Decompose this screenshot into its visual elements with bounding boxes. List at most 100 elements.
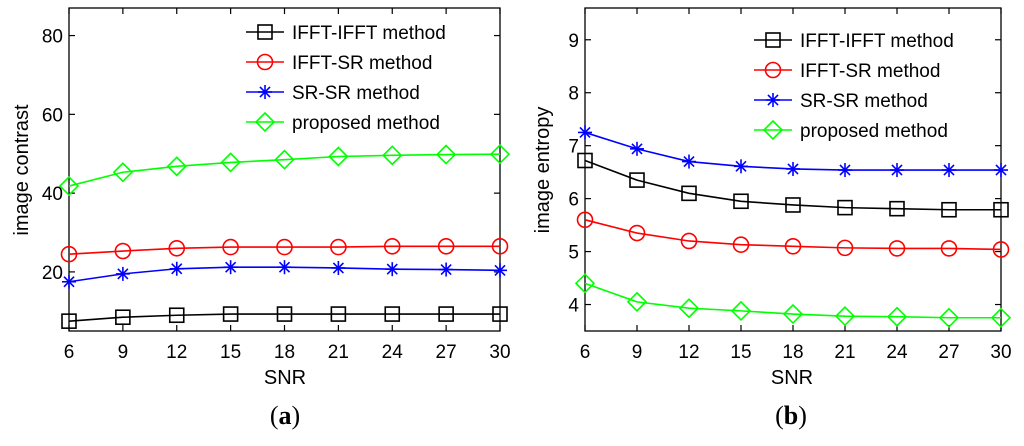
x-tick-label: 9 [118,342,129,363]
y-tick-label: 6 [568,190,579,211]
series-ifft-sr-method-point-6 [888,240,906,257]
panel-caption: (b) [775,401,807,430]
y-axis: 4 5 6 7 8 9 [568,31,1001,317]
legend-marker-point-0 [765,32,781,48]
x-axis-label: SNR [264,367,306,389]
series-proposed-method-point-6 [382,145,403,166]
series-sr-sr-method-point-7 [439,262,454,277]
caption-open: ( [270,401,279,430]
x-axis: 6 9 12 15 18 21 24 27 30 [64,8,511,363]
series-group [574,125,1012,328]
legend-label: IFFT-SR method [800,61,940,82]
legend-item-ifft-ifft-method: IFFT-IFFT method [246,23,446,44]
legend-label: SR-SR method [292,83,420,104]
series-proposed-method-point-1 [112,162,134,183]
x-tick-label: 15 [220,342,241,363]
series-ifft-ifft-method-line [68,313,500,322]
series-sr-sr-method-point-6 [890,163,904,178]
series-proposed-method-point-7 [435,144,457,165]
y-tick-label: 80 [42,27,63,48]
x-axis: 6 9 12 15 18 21 24 27 30 [580,8,1012,363]
y-tick-label: 8 [568,84,579,105]
y-tick-label: 20 [42,263,63,284]
series-proposed-method-point-5 [328,146,349,167]
series-ifft-sr-method-point-0 [60,245,78,263]
y-tick-label: 7 [568,137,579,158]
series-ifft-ifft-method-point-2 [168,307,185,324]
x-tick-label: 24 [886,342,908,363]
series-ifft-ifft-method-point-1 [115,309,131,326]
y-tick-label: 9 [568,31,579,52]
series-ifft-sr-method-point-4 [784,237,802,255]
series-proposed-method-line [584,282,1001,319]
x-tick-label: 9 [632,342,643,363]
series-ifft-sr-method-point-8 [992,241,1010,258]
series-ifft-ifft-method-point-3 [733,193,749,210]
series-sr-sr-method-point-5 [838,163,852,178]
chart-panel-b: 6 9 12 15 18 21 24 27 30 4 5 6 7 8 9 IFFT-IFFT method… [532,7,1012,430]
series-proposed-method-point-2 [166,156,187,177]
x-tick-label: 6 [64,342,75,363]
x-tick-label: 12 [166,342,187,363]
series-ifft-sr-method-point-5 [836,239,854,257]
series-proposed-method-point-7 [938,307,960,328]
x-tick-label: 18 [274,342,295,363]
series-ifft-sr-method-line [68,245,500,255]
y-tick-label: 5 [568,243,579,264]
x-tick-label: 27 [938,342,959,363]
series-sr-sr-method-point-4 [786,161,800,176]
series-proposed-method-point-0 [574,273,596,294]
x-tick-label: 15 [730,342,751,363]
series-ifft-ifft-method-point-0 [61,313,77,329]
caption-letter: b [784,401,798,430]
series-proposed-method-point-1 [626,291,648,313]
series-ifft-ifft-method-point-3 [222,306,239,322]
x-tick-label: 24 [382,342,404,363]
legend-marker-point-2 [258,85,272,99]
legend-label: IFFT-SR method [292,53,432,74]
caption-open: ( [775,401,784,430]
legend-marker-point-2 [766,93,780,107]
series-ifft-sr-method-point-7 [437,238,455,255]
series-ifft-sr-method-point-3 [732,236,750,253]
series-ifft-sr-method-point-5 [330,238,347,256]
series-ifft-sr-method-point-1 [114,242,132,260]
series-sr-sr-method-point-3 [734,159,748,174]
series-ifft-ifft-method-point-8 [492,306,508,322]
series-proposed-method-point-3 [220,152,241,173]
legend-label: IFFT-IFFT method [800,31,954,52]
y-axis-label: image contrast [11,104,33,236]
series-ifft-sr-method-point-2 [168,239,186,257]
series-ifft-sr-method-point-4 [276,238,293,256]
x-tick-label: 21 [328,342,349,363]
x-tick-label: 30 [990,342,1011,363]
series-proposed-method-point-4 [782,303,804,325]
series-sr-sr-method-point-8 [493,263,507,278]
series-ifft-ifft-method-point-7 [438,306,454,322]
series-group [58,144,511,329]
series-sr-sr-method-point-5 [331,260,346,275]
x-tick-label: 18 [782,342,803,363]
series-proposed-method-point-0 [58,175,80,197]
x-tick-label: 27 [436,342,457,363]
caption-close: ) [798,401,807,430]
legend-item-ifft-ifft-method: IFFT-IFFT method [754,31,954,52]
legend-marker-point-1 [256,53,274,71]
y-tick-label: 4 [568,296,579,317]
series-ifft-ifft-method-line [584,159,1001,211]
series-ifft-ifft-method-point-5 [330,306,347,322]
legend-item-ifft-sr-method: IFFT-SR method [246,53,432,74]
series-sr-sr-method-point-1 [115,266,130,281]
series-proposed-method-point-8 [489,144,511,165]
series-ifft-ifft-method-point-1 [629,172,645,188]
legend-item-proposed-method: proposed method [754,119,948,142]
series-ifft-sr-method-point-1 [628,224,646,242]
y-tick-label: 60 [42,105,63,126]
legend-label: IFFT-IFFT method [292,23,446,44]
series-ifft-sr-method-line [584,219,1002,251]
legend: IFFT-IFFT method IFFT-SR method SR-SR meth… [754,31,954,142]
chart-panel-a: 6 9 12 15 18 21 24 27 30 20 40 60 80 IFFT-IFFT meth… [11,7,511,430]
legend-item-ifft-sr-method: IFFT-SR method [754,61,940,82]
series-ifft-ifft-method-point-4 [785,197,801,213]
